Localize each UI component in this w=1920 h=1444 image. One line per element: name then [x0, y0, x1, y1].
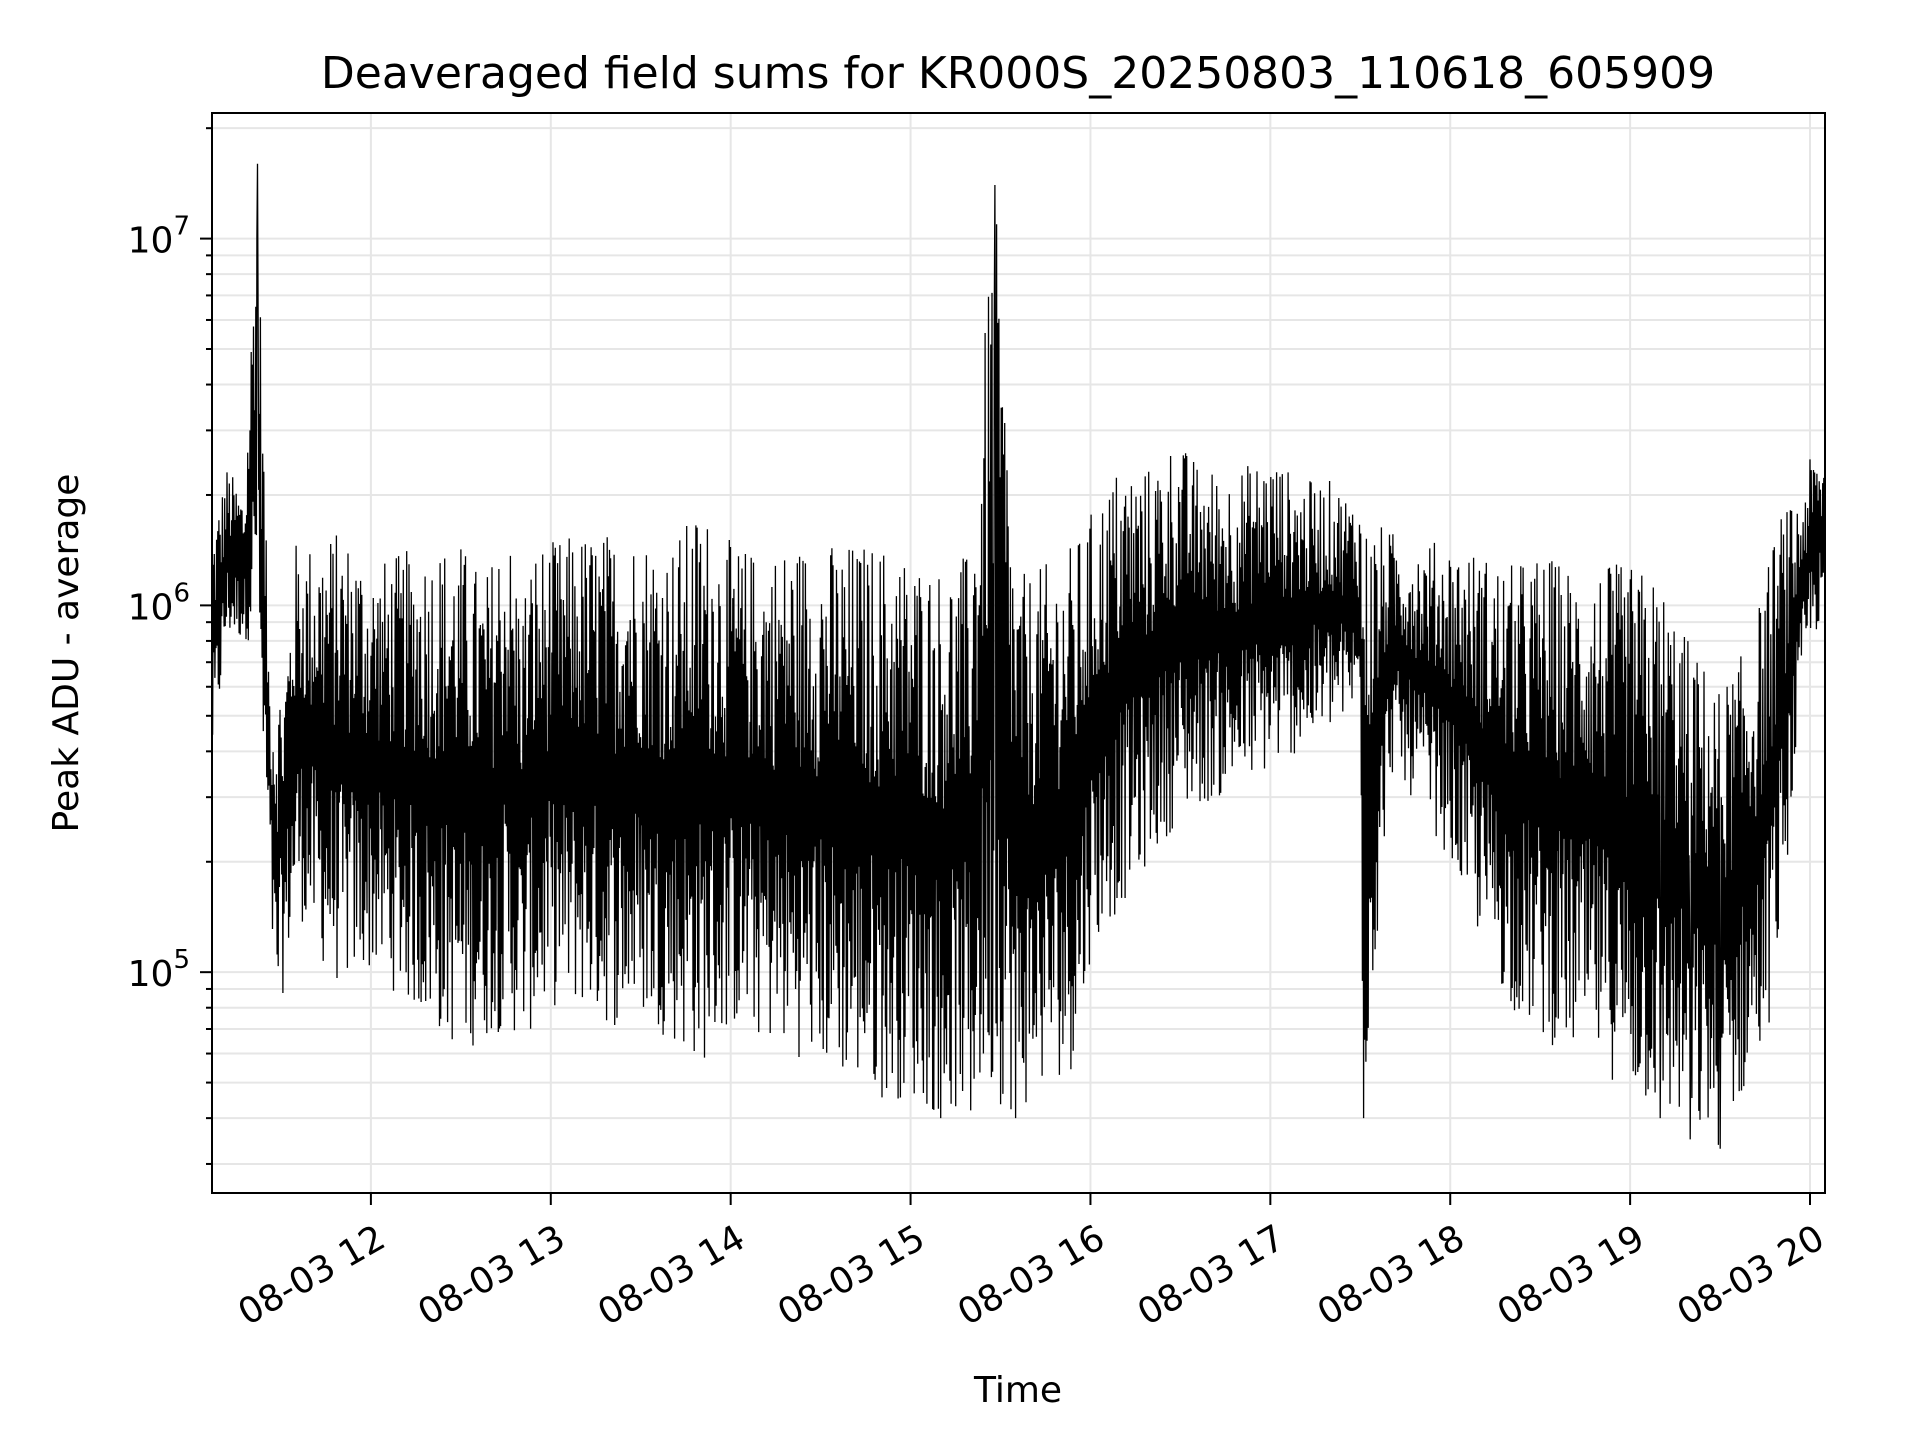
y-tick-label: 106	[128, 578, 190, 628]
plot-frame	[211, 112, 1826, 1194]
x-axis-label: Time	[973, 1370, 1062, 1411]
y-axis-label: Peak ADU - average	[46, 474, 87, 833]
series-line	[212, 163, 1825, 1149]
chart-title: Deaveraged field sums for KR000S_2025080…	[321, 48, 1715, 99]
plot-layer	[212, 163, 1825, 1149]
y-tick-label: 107	[128, 212, 190, 262]
y-tick-label: 105	[128, 945, 190, 995]
